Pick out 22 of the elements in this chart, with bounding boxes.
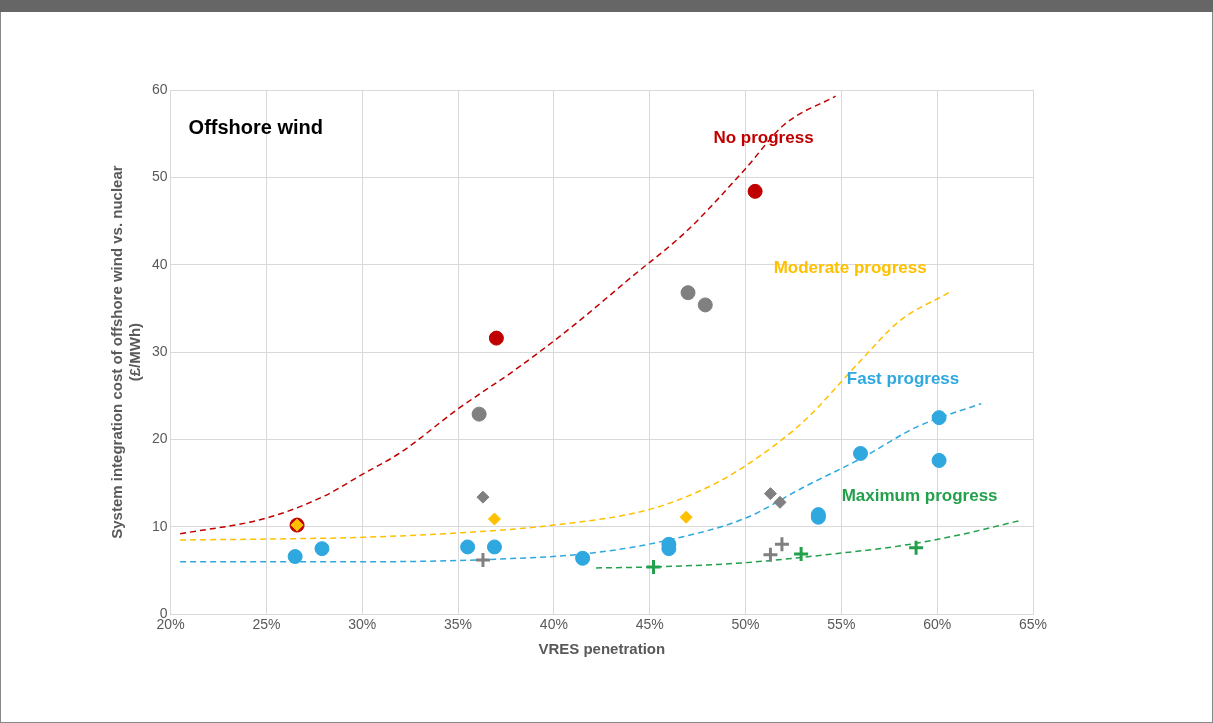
series-label: Fast progress — [846, 369, 960, 389]
x-tick-label: 40% — [539, 616, 568, 633]
y-tick-label: 30 — [151, 342, 168, 359]
x-tick-label: 35% — [444, 616, 473, 633]
y-axis-title: System integration cost of offshore wind vs. nuclear (£/MWh) — [108, 165, 144, 539]
series-label: Moderate progress — [773, 258, 927, 278]
x-tick-label: 55% — [827, 616, 856, 633]
x-tick-label: 50% — [731, 616, 760, 633]
series-label: Maximum progress — [841, 486, 998, 506]
x-axis-title: VRES penetration — [538, 640, 666, 658]
x-tick-label: 60% — [923, 616, 952, 633]
y-tick-label: 20 — [151, 430, 168, 447]
x-tick-label: 25% — [252, 616, 281, 633]
annotation: Offshore wind — [188, 115, 324, 138]
x-tick-label: 65% — [1018, 616, 1048, 633]
y-tick-label: 40 — [151, 255, 168, 272]
x-tick-label: 30% — [348, 616, 377, 633]
y-tick-label: 60 — [151, 80, 168, 97]
y-tick-label: 10 — [151, 517, 168, 534]
series-label: No progress — [713, 127, 814, 147]
x-tick-label: 45% — [635, 616, 664, 633]
y-tick-label: 50 — [151, 168, 168, 185]
